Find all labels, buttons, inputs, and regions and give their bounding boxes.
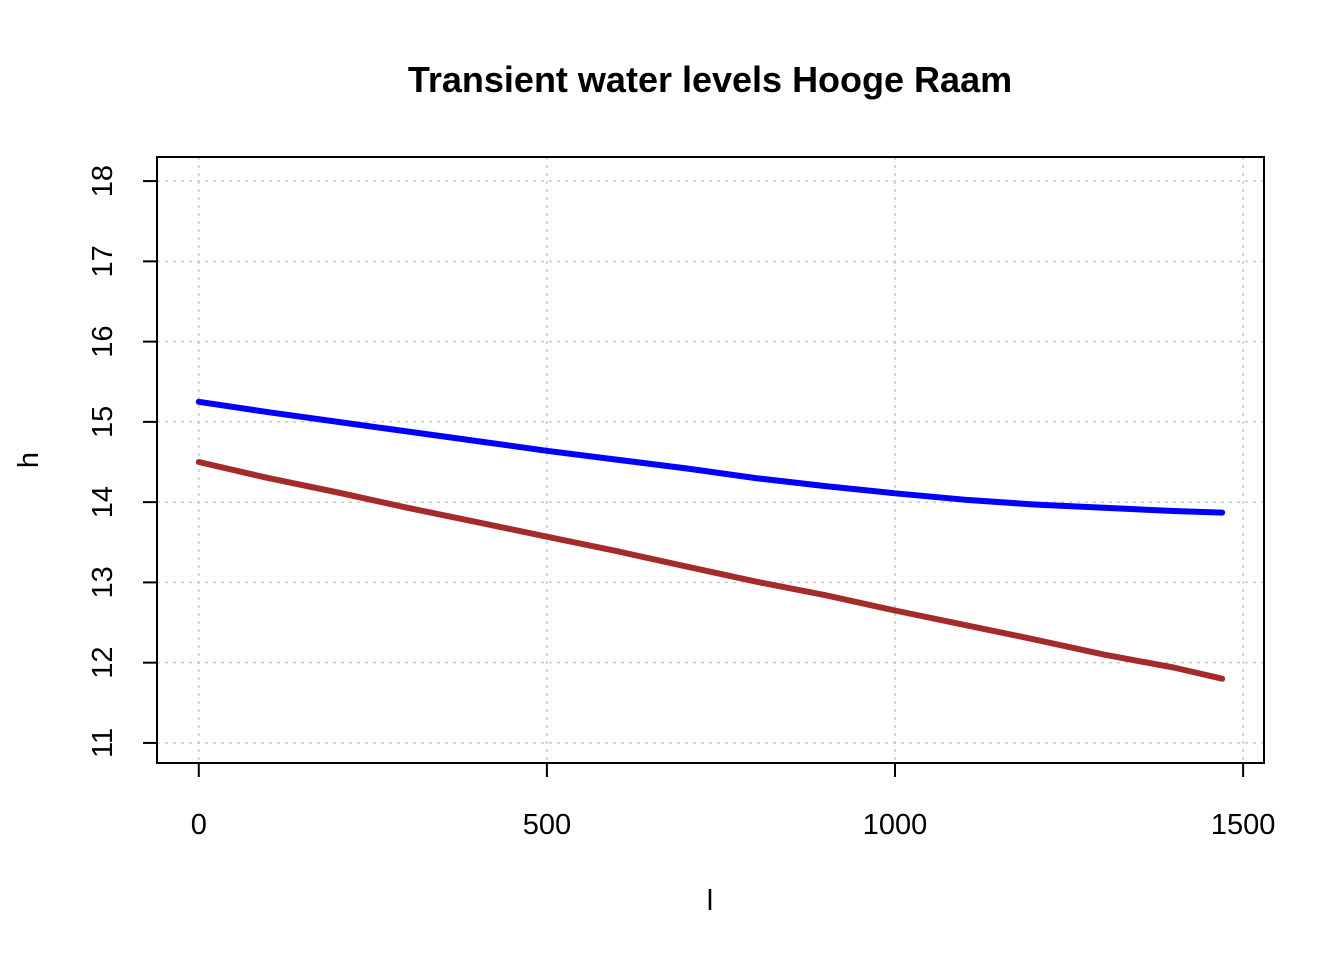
y-tick-label: 14: [87, 486, 119, 518]
y-tick-label: 18: [87, 165, 119, 197]
series-layer: [195, 398, 1226, 682]
y-tick-label: 16: [87, 325, 119, 357]
x-tick-label: 1500: [1211, 809, 1276, 841]
x-axis-label: l: [707, 885, 713, 917]
y-tick-label: 15: [87, 406, 119, 438]
plot-frame: [156, 156, 1265, 764]
chart-title: Transient water levels Hooge Raam: [408, 59, 1012, 100]
series-line-1: [195, 398, 1226, 516]
y-tick-label: 17: [87, 245, 119, 277]
x-tick-label: 0: [191, 809, 207, 841]
grid: [157, 157, 1264, 763]
series-line-2: [195, 459, 1226, 682]
x-tick-label: 1000: [863, 809, 928, 841]
y-tick-label: 12: [87, 647, 119, 679]
x-axis: 0 500 1000 1500: [191, 762, 1276, 841]
y-axis-label: h: [13, 452, 45, 468]
y-tick-label: 11: [87, 728, 119, 758]
y-axis: 11 12 13 14 15 16 17 18: [87, 165, 158, 758]
y-tick-label: 13: [87, 566, 119, 598]
x-tick-label: 500: [523, 809, 571, 841]
